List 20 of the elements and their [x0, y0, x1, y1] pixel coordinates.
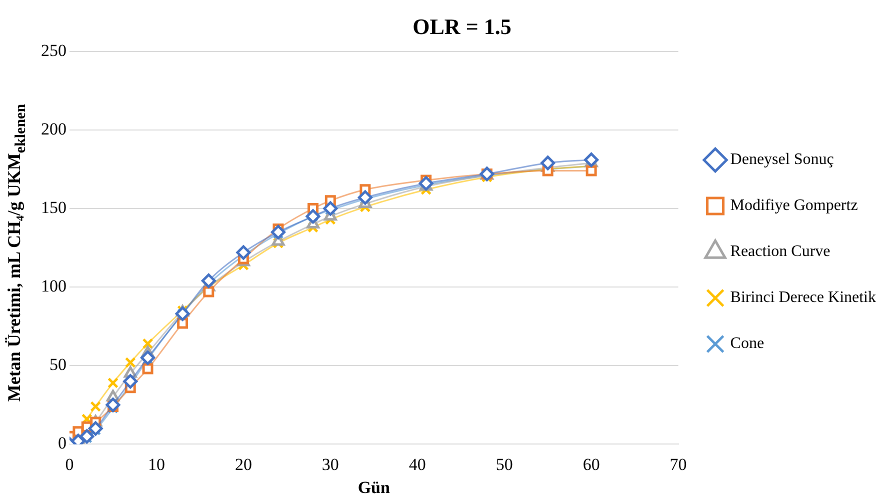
x-tick-label: 40	[408, 454, 426, 474]
y-tick-label: 250	[41, 40, 66, 60]
y-tick-label: 200	[41, 119, 66, 138]
x-tick-label: 50	[496, 454, 513, 474]
legend-label: Cone	[730, 335, 764, 352]
legend-label: Deneysel Sonuç	[730, 151, 834, 168]
legend-label: Birinci Derece Kinetik	[730, 289, 876, 306]
x-tick-label: 20	[234, 454, 252, 474]
y-tick-label: 150	[41, 198, 66, 217]
x-axis-title: Gün	[358, 478, 390, 498]
x-tick-label: 70	[670, 454, 687, 474]
x-tick-label: 60	[582, 454, 600, 474]
y-tick-label: 100	[41, 276, 66, 296]
legend-label: Reaction Curve	[730, 243, 830, 260]
y-tick-label: 0	[58, 434, 66, 453]
x-tick-label: 10	[148, 454, 165, 474]
y-tick-label: 50	[50, 355, 66, 374]
legend-label: Modifiye Gompertz	[730, 197, 858, 214]
chart-title: OLR = 1.5	[412, 14, 512, 39]
x-tick-label: 30	[322, 454, 339, 474]
